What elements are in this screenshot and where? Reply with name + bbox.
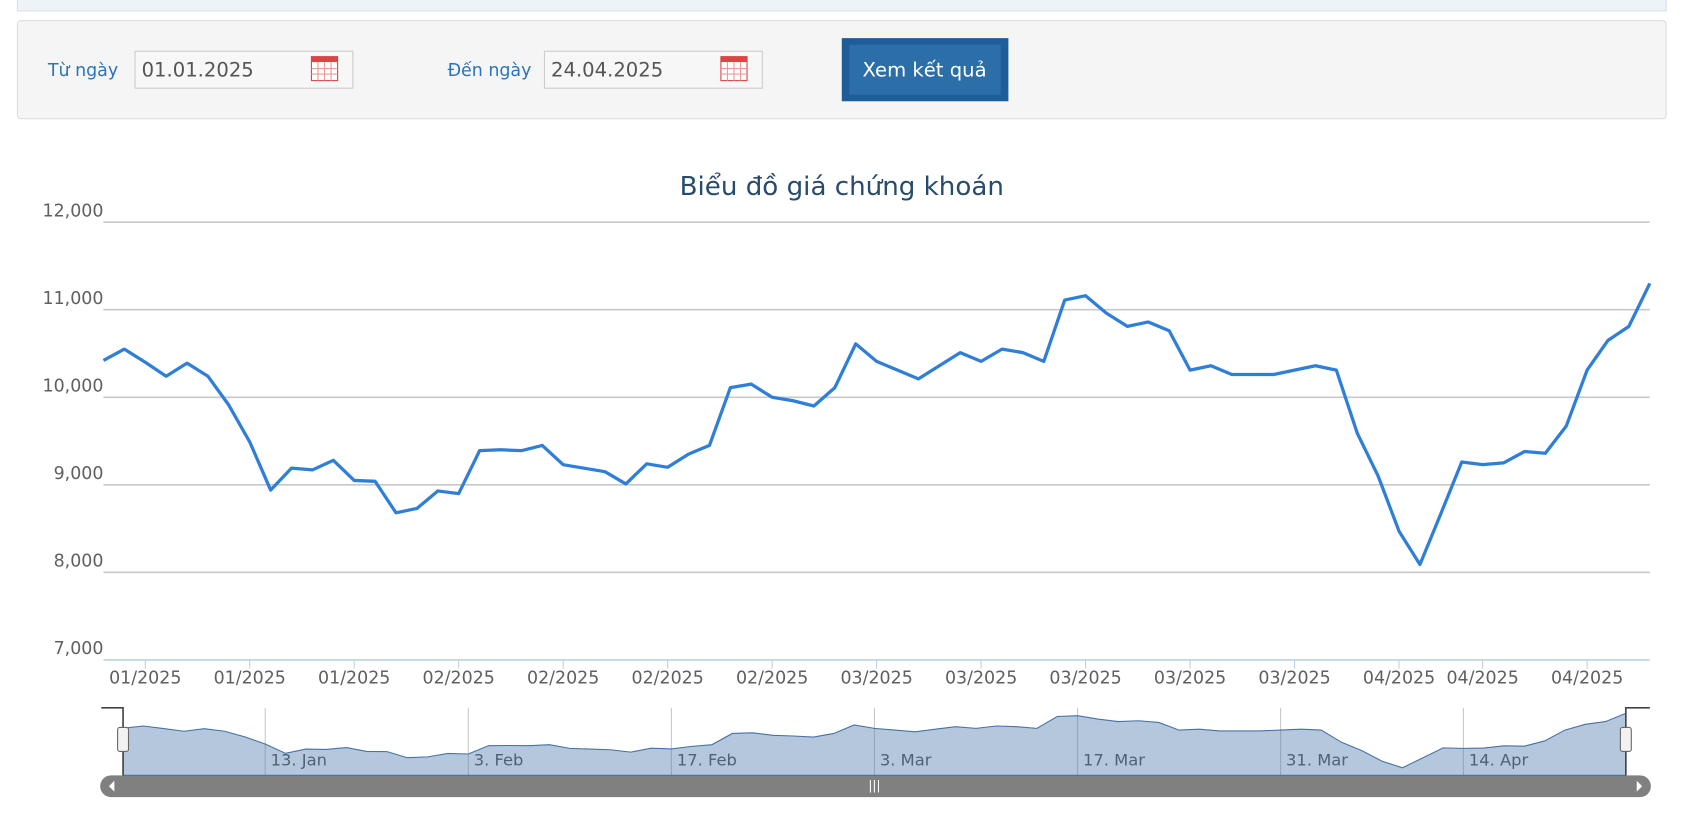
navigator-area — [122, 712, 1627, 776]
to-label: Đến ngày — [448, 60, 532, 81]
x-tick-label: 04/2025 — [1551, 668, 1623, 688]
chart-title: Biểu đồ giá chứng khoán — [680, 171, 1004, 202]
x-tick-label: 04/2025 — [1446, 668, 1518, 688]
navigator-outline — [101, 707, 124, 776]
y-tick-label: 11,000 — [43, 289, 104, 309]
y-tick-label: 10,000 — [43, 376, 104, 396]
y-tick-label: 7,000 — [54, 639, 104, 659]
nav-label: 14. Apr — [1469, 751, 1529, 770]
navigator-outline — [1625, 707, 1650, 776]
nav-label: 3. Mar — [880, 751, 932, 770]
x-tick-label: 02/2025 — [736, 668, 808, 688]
button-inner — [849, 44, 1001, 95]
button-label: Xem kết quả — [862, 58, 986, 81]
x-tick-label: 03/2025 — [840, 668, 912, 688]
x-tick-label: 02/2025 — [632, 668, 704, 688]
y-tick-label: 9,000 — [54, 464, 104, 484]
navigator-handle[interactable] — [1619, 726, 1632, 752]
x-tick-label: 01/2025 — [214, 668, 286, 688]
y-tick-label: 12,000 — [43, 201, 104, 221]
navigator-handle[interactable] — [117, 726, 130, 752]
nav-label: 31. Mar — [1286, 751, 1348, 770]
calendar-icon[interactable] — [720, 56, 748, 82]
x-tick-label: 03/2025 — [1258, 668, 1330, 688]
from-label: Từ ngày — [47, 61, 118, 81]
y-tick-label: 8,000 — [54, 551, 104, 571]
x-tick-label: 01/2025 — [318, 668, 390, 688]
x-tick-label: 03/2025 — [1154, 668, 1226, 688]
x-tick-label: 02/2025 — [423, 668, 495, 688]
scrollbar[interactable] — [100, 775, 1651, 798]
nav-label: 3. Feb — [474, 751, 524, 770]
to-value: 24.04.2025 — [551, 58, 663, 81]
scrollbar-grip: ||| — [868, 779, 880, 793]
from-value: 01.01.2025 — [142, 58, 254, 81]
calendar-icon[interactable] — [310, 56, 339, 82]
nav-label: 17. Feb — [677, 751, 737, 770]
nav-label: 13. Jan — [271, 751, 327, 770]
nav-label: 17. Mar — [1083, 751, 1145, 770]
x-tick-label: 02/2025 — [527, 668, 599, 688]
x-tick-label: 01/2025 — [109, 668, 181, 688]
top-bar — [16, 0, 1667, 12]
price-line — [102, 282, 1652, 567]
x-tick-label: 03/2025 — [945, 668, 1017, 688]
x-tick-label: 03/2025 — [1049, 668, 1121, 688]
x-tick-label: 04/2025 — [1363, 668, 1435, 688]
